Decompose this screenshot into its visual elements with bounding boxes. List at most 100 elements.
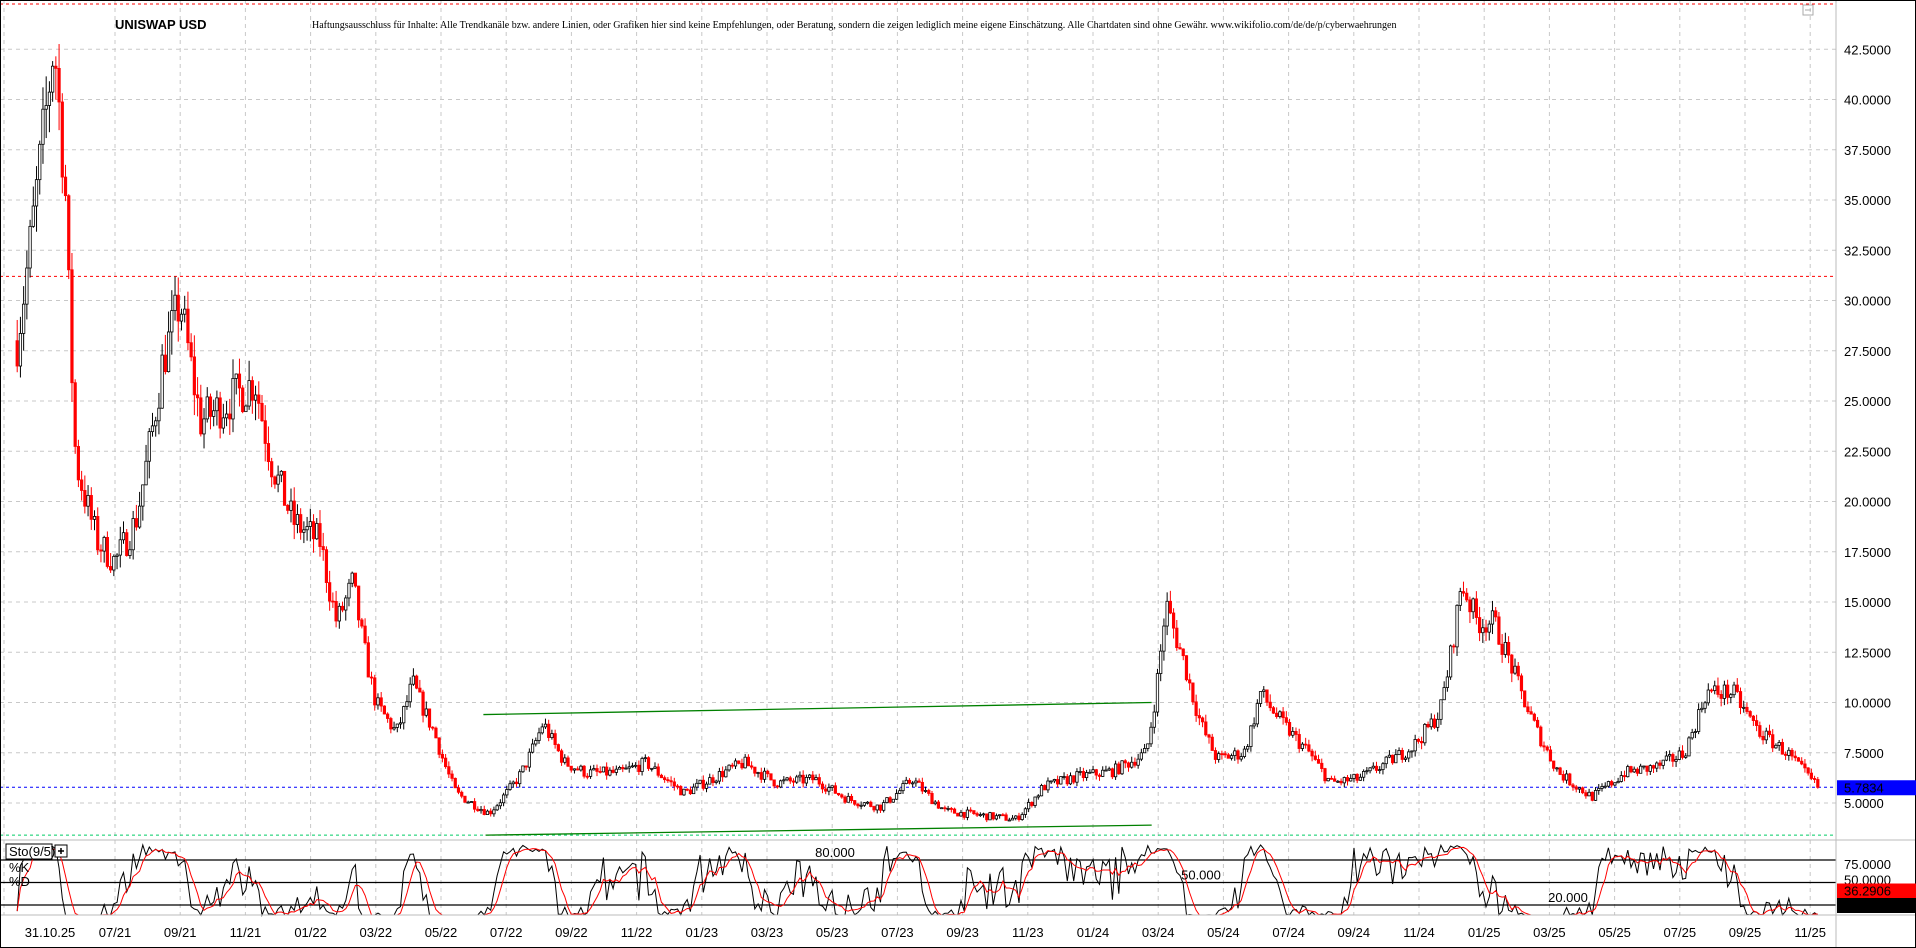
candle-body <box>801 774 805 784</box>
candle-body <box>1474 598 1478 618</box>
candle-body <box>685 788 689 791</box>
stoch-axis-label: 75.0000 <box>1844 857 1891 872</box>
x-tick-label: 05/25 <box>1598 925 1631 940</box>
candle-body <box>92 516 97 520</box>
candle-body <box>1171 612 1176 629</box>
x-tick-label: 09/25 <box>1729 925 1762 940</box>
candle-body <box>263 420 267 444</box>
candle-body <box>717 771 722 782</box>
candle-body <box>1658 762 1662 766</box>
candle-body <box>952 808 957 814</box>
candle-body <box>379 697 383 707</box>
candle-body <box>80 479 84 491</box>
candle-body <box>199 397 203 435</box>
candle-body <box>1226 754 1230 759</box>
candle-body <box>328 582 332 602</box>
candle-body <box>1126 762 1131 768</box>
candle-body <box>1052 779 1057 782</box>
candle-body <box>1616 781 1620 784</box>
x-tick-label: 07/25 <box>1664 925 1697 940</box>
candle-body <box>170 310 174 333</box>
candle-body <box>73 382 77 447</box>
candle-body <box>1593 790 1598 801</box>
candle-body <box>125 532 129 556</box>
candle-body <box>282 470 287 506</box>
trendlines <box>483 701 1152 836</box>
candle-body <box>1690 732 1694 739</box>
candle-body <box>447 766 451 775</box>
candle-body <box>1081 771 1085 779</box>
candle-body <box>1677 750 1681 760</box>
candle-body <box>1043 785 1047 791</box>
candle-body <box>398 722 403 725</box>
candle-body <box>1349 778 1353 782</box>
candle-body <box>1500 643 1504 655</box>
candle-body <box>1152 711 1156 728</box>
candle-body <box>1780 742 1784 755</box>
candle-body <box>1732 684 1736 696</box>
candle-body <box>337 605 341 622</box>
candle-body <box>1027 801 1031 810</box>
candle-body <box>434 727 438 739</box>
candle-body <box>624 767 628 770</box>
candle-body <box>646 757 651 769</box>
candle-body <box>907 779 912 784</box>
collapse-button[interactable] <box>1802 4 1814 16</box>
candle-body <box>1448 645 1453 678</box>
candle-body <box>991 812 995 820</box>
candle-body <box>1429 718 1433 728</box>
k-last-value-box <box>1837 898 1916 913</box>
candle-body <box>286 504 290 511</box>
candle-body <box>1001 814 1005 817</box>
candle-body <box>1597 788 1601 791</box>
candle-body <box>228 413 232 420</box>
candle-body <box>969 809 973 812</box>
candle-body <box>1004 814 1008 821</box>
candle-body <box>576 768 580 771</box>
x-tick-label: 01/23 <box>686 925 719 940</box>
candle-body <box>1510 654 1514 674</box>
candle-body <box>118 539 122 556</box>
candle-body <box>1706 689 1710 704</box>
candle-body <box>1101 769 1105 777</box>
candle-body <box>15 340 19 367</box>
candle-body <box>1365 770 1369 773</box>
candle-body <box>1581 787 1585 794</box>
candle-body <box>888 797 892 803</box>
candle-body <box>318 523 322 547</box>
candle-body <box>1078 771 1082 773</box>
candle-body <box>518 771 522 785</box>
candle-body <box>1516 665 1520 677</box>
candle-body <box>663 777 667 781</box>
candle-body <box>1175 627 1179 649</box>
candle-body <box>1333 778 1337 782</box>
trendline <box>485 824 1152 836</box>
candle-body <box>360 619 364 627</box>
x-tick-label: 01/22 <box>294 925 327 940</box>
disclaimer: Haftungsausschluss für Inhalte: Alle Tre… <box>312 20 1397 31</box>
candle-body <box>115 554 119 557</box>
candle-body <box>666 779 670 782</box>
candle-body <box>1223 753 1227 756</box>
candle-body <box>849 795 854 801</box>
candle-body <box>1065 776 1069 785</box>
candle-body <box>266 443 271 463</box>
candle-body <box>186 308 190 344</box>
candle-body <box>311 521 316 540</box>
x-tick-label: 01/25 <box>1468 925 1501 940</box>
chart-title: UNISWAP USD <box>115 17 207 32</box>
candle-body <box>514 781 519 785</box>
candle-body <box>898 790 902 794</box>
candle-body <box>183 308 187 315</box>
candle-body <box>630 765 635 768</box>
candle-body <box>1107 768 1111 771</box>
candle-body <box>1532 713 1536 721</box>
candle-body <box>1729 694 1733 698</box>
candle-body <box>386 713 390 719</box>
candle-body <box>1568 773 1572 786</box>
candle-body <box>1613 782 1617 786</box>
candle-body <box>1275 712 1279 718</box>
candle-body <box>402 706 406 724</box>
candle-body <box>41 108 45 145</box>
